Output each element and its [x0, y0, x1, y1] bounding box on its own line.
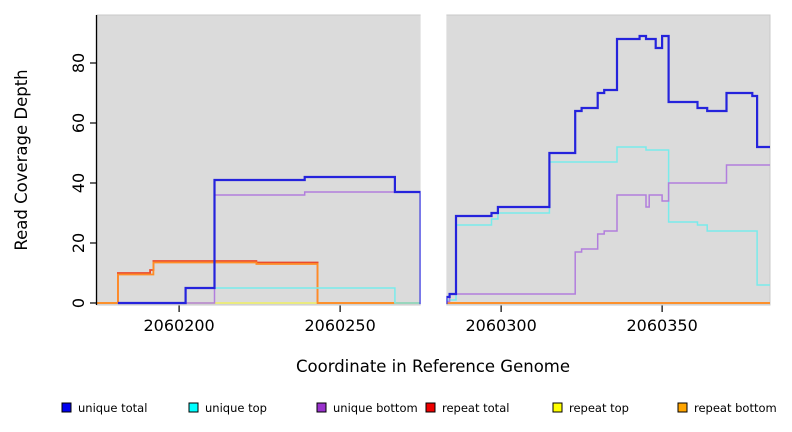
legend-item-unique-top: unique top: [188, 401, 267, 415]
legend-swatch-unique-top: [188, 402, 199, 413]
x-tick-label: 2060300: [465, 316, 536, 335]
y-axis-title: Read Coverage Depth: [12, 69, 31, 250]
legend-swatch-repeat-top: [552, 402, 563, 413]
series-group: [97, 34, 770, 305]
series-repeat-bottom-line: [97, 261, 770, 304]
legend-swatch-unique-total: [61, 402, 72, 413]
y-tick-label: 60: [69, 113, 88, 133]
legend-label-repeat-bottom: repeat bottom: [694, 401, 777, 415]
legend-swatch-repeat-bottom: [677, 402, 688, 413]
legend-swatch-unique-bottom: [316, 402, 327, 413]
legend-item-unique-total: unique total: [61, 401, 147, 415]
legend-item-repeat-top: repeat top: [552, 401, 629, 415]
legend-label-unique-bottom: unique bottom: [333, 401, 418, 415]
legend-label-unique-top: unique top: [205, 401, 267, 415]
legend-label-unique-total: unique total: [78, 401, 147, 415]
no-data-gap-band: [420, 13, 447, 307]
gap-band-group: [420, 13, 447, 307]
x-tick-label: 2060250: [304, 316, 375, 335]
axes-group: 2060200 2060250 2060300 2060350 0 20 40 60 80: [69, 15, 698, 335]
legend-item-repeat-total: repeat total: [425, 401, 509, 415]
y-tick-label: 80: [69, 53, 88, 73]
legend-label-repeat-total: repeat total: [442, 401, 509, 415]
x-tick-label: 2060200: [143, 316, 214, 335]
legend-item-unique-bottom: unique bottom: [316, 401, 418, 415]
y-tick-label: 40: [69, 173, 88, 193]
legend-swatch-repeat-total: [425, 402, 436, 413]
y-tick-label: 20: [69, 233, 88, 253]
legend-label-repeat-top: repeat top: [569, 401, 629, 415]
x-tick-label: 2060350: [626, 316, 697, 335]
legend: unique total unique top unique bottom repea…: [61, 401, 777, 415]
x-axis-title: Coordinate in Reference Genome: [296, 357, 570, 376]
legend-item-repeat-bottom: repeat bottom: [677, 401, 777, 415]
series-unique-total-line: [117, 34, 770, 305]
y-tick-label: 0: [69, 298, 88, 308]
